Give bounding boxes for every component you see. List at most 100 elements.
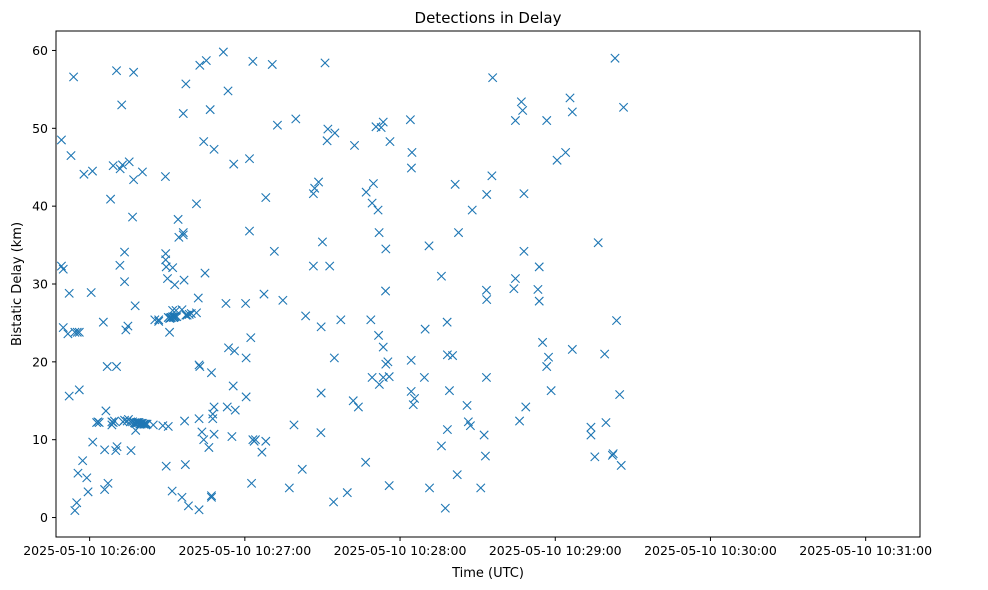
data-point xyxy=(452,470,462,480)
data-point xyxy=(353,402,363,412)
data-point xyxy=(168,263,178,273)
data-point xyxy=(533,284,543,295)
data-point xyxy=(479,430,489,440)
data-point xyxy=(615,389,625,400)
data-point xyxy=(74,385,84,395)
data-point xyxy=(467,205,477,215)
data-point xyxy=(102,361,112,372)
data-point xyxy=(129,175,139,185)
data-point xyxy=(129,67,139,77)
data-point xyxy=(373,330,384,340)
data-point xyxy=(406,163,417,173)
data-point xyxy=(419,372,429,383)
data-point xyxy=(111,361,122,372)
data-point xyxy=(141,419,151,429)
data-point xyxy=(206,368,217,378)
data-point xyxy=(109,416,120,426)
data-point xyxy=(442,424,452,435)
data-point xyxy=(178,228,188,238)
data-point xyxy=(481,372,492,383)
data-point xyxy=(123,321,133,331)
data-point xyxy=(405,115,415,125)
data-point xyxy=(367,372,377,383)
data-point xyxy=(69,72,79,82)
x-tick-label: 2025-05-10 10:28:00 xyxy=(334,543,467,558)
y-tick-label: 30 xyxy=(32,277,48,292)
data-point xyxy=(83,487,93,497)
data-point xyxy=(384,481,394,491)
data-point xyxy=(542,115,552,126)
data-point xyxy=(181,79,191,89)
data-point xyxy=(509,284,519,294)
data-point xyxy=(66,150,76,161)
data-point xyxy=(361,187,371,197)
data-point xyxy=(516,97,526,107)
data-point xyxy=(230,405,240,415)
data-point xyxy=(98,317,108,327)
data-point xyxy=(608,449,618,459)
data-point xyxy=(308,261,318,271)
data-point xyxy=(601,417,611,428)
data-point xyxy=(567,107,577,117)
data-point xyxy=(565,93,575,103)
x-axis-label: Time (UTC) xyxy=(451,566,524,581)
data-point xyxy=(100,484,110,495)
data-point xyxy=(86,287,96,298)
data-point xyxy=(482,189,492,200)
data-point xyxy=(179,275,189,285)
data-point xyxy=(380,286,391,296)
data-point xyxy=(250,435,261,445)
data-point xyxy=(465,421,475,431)
data-point xyxy=(199,435,209,445)
data-point xyxy=(376,122,386,133)
data-point xyxy=(191,308,202,318)
data-point xyxy=(58,264,68,274)
data-point xyxy=(590,452,600,462)
y-axis-label: Bistatic Delay (km) xyxy=(10,222,25,346)
data-point xyxy=(261,436,271,446)
data-point xyxy=(223,86,233,96)
data-point xyxy=(600,349,610,359)
data-point xyxy=(368,178,378,189)
data-point xyxy=(241,298,251,309)
data-point xyxy=(366,315,376,325)
data-point xyxy=(204,442,214,453)
data-point xyxy=(58,323,68,333)
data-point xyxy=(173,214,183,224)
data-point xyxy=(367,198,377,208)
data-point xyxy=(259,289,269,299)
data-point xyxy=(323,124,333,134)
data-point xyxy=(322,136,332,146)
data-point xyxy=(56,135,67,145)
data-point xyxy=(183,501,194,511)
data-point xyxy=(117,160,128,170)
data-point xyxy=(420,324,430,334)
data-point xyxy=(543,352,554,362)
data-point xyxy=(167,486,177,496)
data-point xyxy=(269,246,279,256)
x-tick-label: 2025-05-10 10:27:00 xyxy=(178,543,311,558)
data-point xyxy=(542,361,552,372)
data-point xyxy=(208,414,218,424)
data-point xyxy=(374,228,384,238)
data-point xyxy=(246,333,256,343)
data-point xyxy=(618,102,629,112)
data-point xyxy=(178,230,188,240)
data-point xyxy=(195,361,205,372)
data-point xyxy=(610,53,620,63)
data-point xyxy=(308,189,318,199)
data-point xyxy=(100,445,110,455)
data-point xyxy=(297,464,307,474)
data-point xyxy=(172,312,182,322)
data-point xyxy=(161,255,171,265)
data-point xyxy=(241,353,251,363)
data-point xyxy=(361,457,371,467)
data-point xyxy=(313,177,324,187)
data-point xyxy=(373,205,383,215)
data-point xyxy=(126,446,136,456)
data-point xyxy=(148,420,158,430)
data-point xyxy=(381,244,391,254)
data-point xyxy=(79,169,89,179)
